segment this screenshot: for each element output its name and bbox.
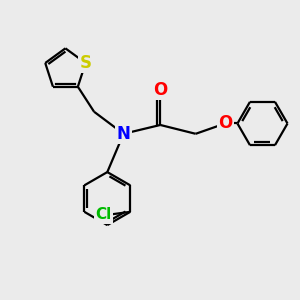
Text: O: O [218,115,232,133]
Text: N: N [117,125,130,143]
Text: S: S [80,54,92,72]
Text: Cl: Cl [96,207,112,222]
Text: O: O [153,81,167,99]
